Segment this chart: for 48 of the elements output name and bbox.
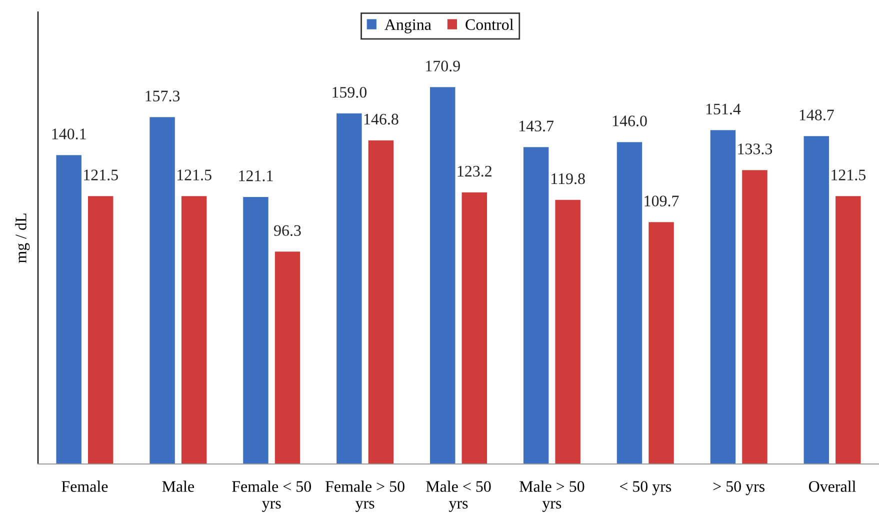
x-tick-label: Overall	[808, 480, 856, 492]
bar	[181, 196, 207, 464]
x-tick-label: > 50 yrs	[713, 481, 764, 496]
data-label: 96.3	[274, 225, 301, 236]
x-tick-label: Male < 50 yrs	[426, 480, 491, 512]
x-tick-label: Female > 50 yrs	[326, 480, 404, 512]
bar	[804, 136, 830, 464]
bar	[742, 170, 768, 464]
bar	[523, 147, 549, 464]
data-label: 143.7	[519, 120, 554, 132]
data-label: 119.8	[552, 173, 585, 184]
data-label: 157.3	[146, 90, 180, 102]
x-tick-label: < 50 yrs	[620, 481, 672, 496]
data-label: 123.2	[458, 166, 492, 177]
data-label: 146.8	[364, 114, 398, 125]
bar	[836, 196, 861, 464]
data-label: 170.9	[426, 60, 460, 72]
data-label: 148.7	[800, 110, 834, 120]
data-label: 151.4	[706, 104, 741, 115]
bar	[150, 117, 175, 464]
data-label: 133.3	[738, 144, 772, 154]
bar	[56, 155, 82, 464]
bar	[430, 87, 456, 464]
data-label: 121.5	[84, 170, 118, 180]
bar	[555, 200, 580, 464]
data-label: 109.7	[644, 196, 679, 206]
bar	[368, 140, 394, 464]
bar	[616, 142, 642, 464]
y-axis-title: mg / dL	[15, 214, 30, 263]
data-label: 159.0	[332, 86, 367, 98]
bar	[274, 252, 300, 464]
data-label: 121.1	[239, 170, 273, 182]
data-label: 146.0	[612, 116, 647, 126]
data-label: 121.5	[832, 170, 866, 180]
bar	[462, 192, 487, 464]
bar	[336, 113, 362, 464]
bar	[710, 130, 736, 464]
bar	[243, 196, 268, 464]
x-tick-label: Male > 50 yrs	[520, 480, 584, 512]
legend-label: Angina	[384, 19, 432, 34]
x-tick-label: Male	[162, 480, 194, 492]
legend-label: Control	[466, 18, 514, 30]
data-label: 140.1	[52, 128, 86, 140]
x-tick-label: Female < 50 yrs	[232, 480, 311, 512]
bar	[648, 222, 674, 464]
bar	[88, 196, 114, 464]
x-tick-label: Female	[62, 480, 108, 492]
data-label: 121.5	[177, 170, 212, 180]
